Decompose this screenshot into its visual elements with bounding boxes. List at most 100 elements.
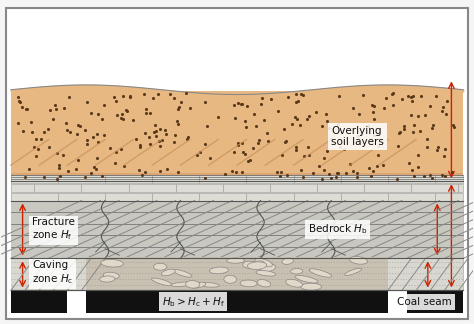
Bar: [82, 220, 128, 227]
Point: [51, 103, 58, 108]
Point: [53, 150, 61, 156]
Bar: [176, 184, 223, 191]
Point: [142, 107, 150, 112]
Point: [60, 153, 67, 158]
Bar: [105, 193, 152, 201]
Bar: [435, 193, 463, 201]
Point: [65, 95, 73, 100]
Point: [23, 107, 31, 112]
Bar: [458, 274, 463, 282]
Point: [26, 167, 33, 172]
Bar: [128, 220, 176, 227]
Point: [443, 98, 450, 103]
Point: [353, 175, 361, 180]
Bar: [11, 184, 35, 191]
Point: [145, 134, 153, 139]
Point: [207, 156, 214, 161]
Point: [98, 173, 106, 178]
Point: [55, 166, 63, 171]
Bar: [364, 220, 411, 227]
Point: [235, 100, 242, 105]
Point: [14, 120, 22, 125]
Ellipse shape: [286, 279, 302, 287]
Point: [149, 96, 157, 101]
Bar: [293, 247, 341, 255]
Point: [83, 141, 91, 146]
Point: [201, 141, 209, 146]
Point: [117, 146, 124, 152]
Bar: [411, 202, 458, 210]
Point: [303, 117, 310, 122]
Ellipse shape: [152, 278, 172, 286]
Text: Coal seam: Coal seam: [397, 297, 452, 307]
Bar: [11, 256, 35, 263]
Point: [346, 162, 354, 167]
Ellipse shape: [161, 269, 175, 276]
Bar: [341, 229, 388, 237]
Bar: [435, 229, 463, 237]
Point: [389, 91, 396, 96]
Bar: [11, 175, 58, 182]
Point: [151, 122, 159, 128]
Point: [238, 101, 246, 106]
Point: [282, 139, 289, 144]
Bar: [152, 247, 199, 255]
Point: [201, 175, 209, 180]
Bar: [317, 184, 364, 191]
Point: [62, 121, 70, 126]
Point: [281, 139, 288, 144]
Ellipse shape: [295, 275, 318, 283]
Bar: [317, 274, 364, 282]
Point: [323, 149, 331, 154]
Bar: [246, 211, 293, 218]
Point: [288, 121, 295, 126]
Point: [370, 117, 377, 122]
Point: [433, 148, 440, 153]
Bar: [411, 184, 458, 191]
Point: [120, 163, 128, 168]
Bar: [223, 202, 270, 210]
Point: [280, 126, 288, 132]
Bar: [67, 291, 86, 313]
Point: [74, 122, 82, 127]
Ellipse shape: [291, 269, 303, 274]
Bar: [293, 211, 341, 218]
Point: [214, 114, 221, 119]
Point: [92, 166, 100, 171]
Point: [334, 170, 342, 175]
Point: [450, 124, 458, 130]
Bar: [152, 193, 199, 201]
Bar: [11, 238, 35, 246]
Bar: [270, 238, 317, 246]
Point: [90, 164, 98, 169]
Point: [292, 91, 300, 97]
Bar: [223, 184, 270, 191]
Bar: [317, 238, 364, 246]
Bar: [341, 175, 388, 182]
Point: [99, 116, 106, 121]
Bar: [11, 229, 58, 237]
Bar: [364, 274, 411, 282]
Point: [255, 138, 263, 143]
Point: [81, 174, 89, 179]
Point: [21, 174, 28, 179]
Point: [354, 133, 361, 139]
Ellipse shape: [227, 258, 245, 263]
Point: [267, 96, 275, 101]
Point: [427, 172, 434, 177]
Point: [298, 168, 305, 173]
Ellipse shape: [243, 261, 257, 269]
Text: Caving
zone $H_\mathrm{c}$: Caving zone $H_\mathrm{c}$: [32, 260, 73, 286]
Bar: [199, 265, 246, 272]
Point: [221, 171, 228, 176]
Ellipse shape: [301, 283, 321, 290]
Bar: [128, 274, 176, 282]
Bar: [435, 247, 463, 255]
Point: [292, 145, 300, 150]
Point: [401, 123, 408, 129]
Point: [152, 129, 160, 134]
Point: [184, 134, 191, 140]
Point: [420, 174, 428, 179]
Point: [111, 161, 118, 166]
Point: [203, 123, 210, 128]
